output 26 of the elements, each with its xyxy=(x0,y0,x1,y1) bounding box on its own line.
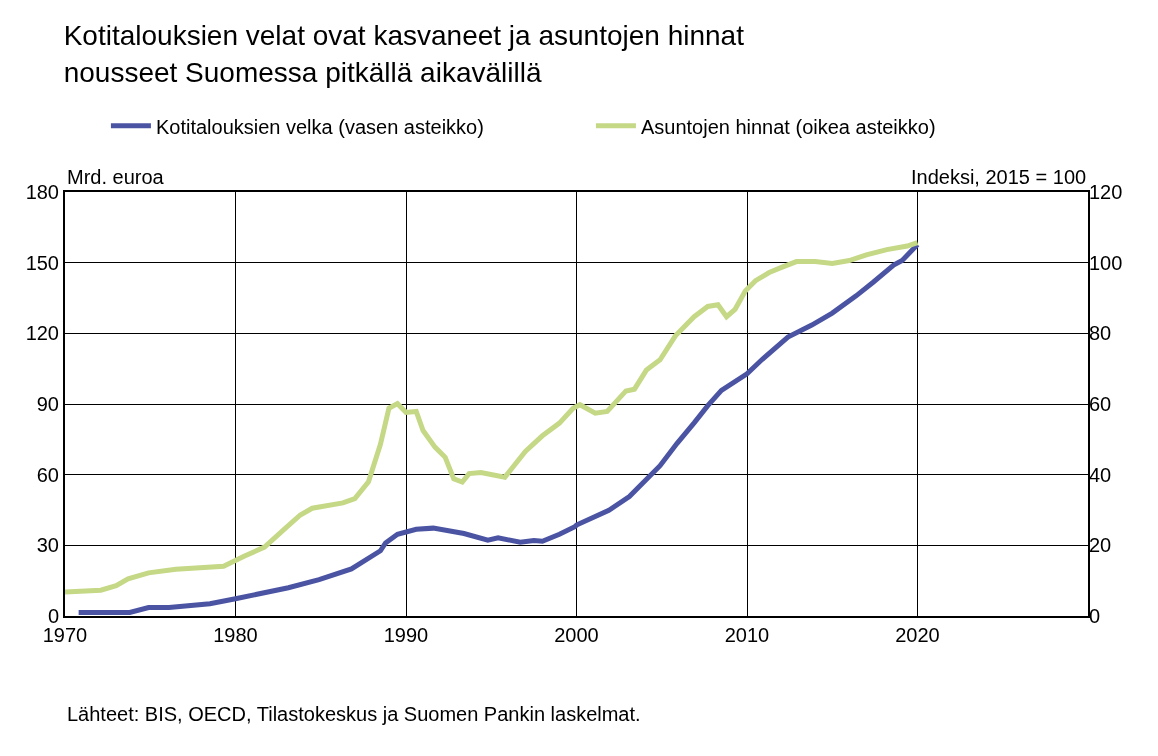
y2-tick-label: 120 xyxy=(1089,181,1123,203)
x-tick-label: 2020 xyxy=(895,624,940,646)
y-tick-label: 0 xyxy=(47,605,59,627)
y2-tick-label: 0 xyxy=(1089,605,1101,627)
legend-label: Kotitalouksien velka (vasen asteikko) xyxy=(155,115,484,138)
x-tick-label: 2000 xyxy=(554,624,599,646)
y-tick-label: 120 xyxy=(25,322,59,345)
y-axis-title: Mrd. euroa xyxy=(67,166,165,188)
y2-axis-title: Indeksi, 2015 = 100 xyxy=(911,166,1087,188)
y2-tick-label: 20 xyxy=(1089,534,1112,557)
y2-tick-label: 80 xyxy=(1089,322,1112,345)
y-tick-label: 30 xyxy=(36,534,59,557)
text: Lähteet: BIS, OECD, Tilastokeskus ja Suomen Pankin laskelmat. xyxy=(67,703,641,725)
y2-tick-label: 100 xyxy=(1089,251,1123,274)
legend-label: Asuntojen hinnat (oikea asteikko) xyxy=(640,115,936,138)
x-tick-label: 1990 xyxy=(383,624,429,646)
x-tick-label: 1970 xyxy=(42,624,88,646)
y2-tick-label: 40 xyxy=(1089,463,1112,486)
x-tick-label: 2010 xyxy=(724,624,770,646)
y-tick-label: 180 xyxy=(25,181,59,203)
y-tick-label: 150 xyxy=(25,251,59,274)
chart-title: Kotitalouksien velat ovat kasvaneet ja asuntojen hinnat nousseet Suomessa pitkällä aikavälillä xyxy=(63,20,745,88)
x-tick-label: 1980 xyxy=(213,624,258,646)
y-tick-label: 90 xyxy=(36,393,59,415)
y2-tick-label: 60 xyxy=(1089,393,1112,415)
y-tick-label: 60 xyxy=(36,463,59,486)
